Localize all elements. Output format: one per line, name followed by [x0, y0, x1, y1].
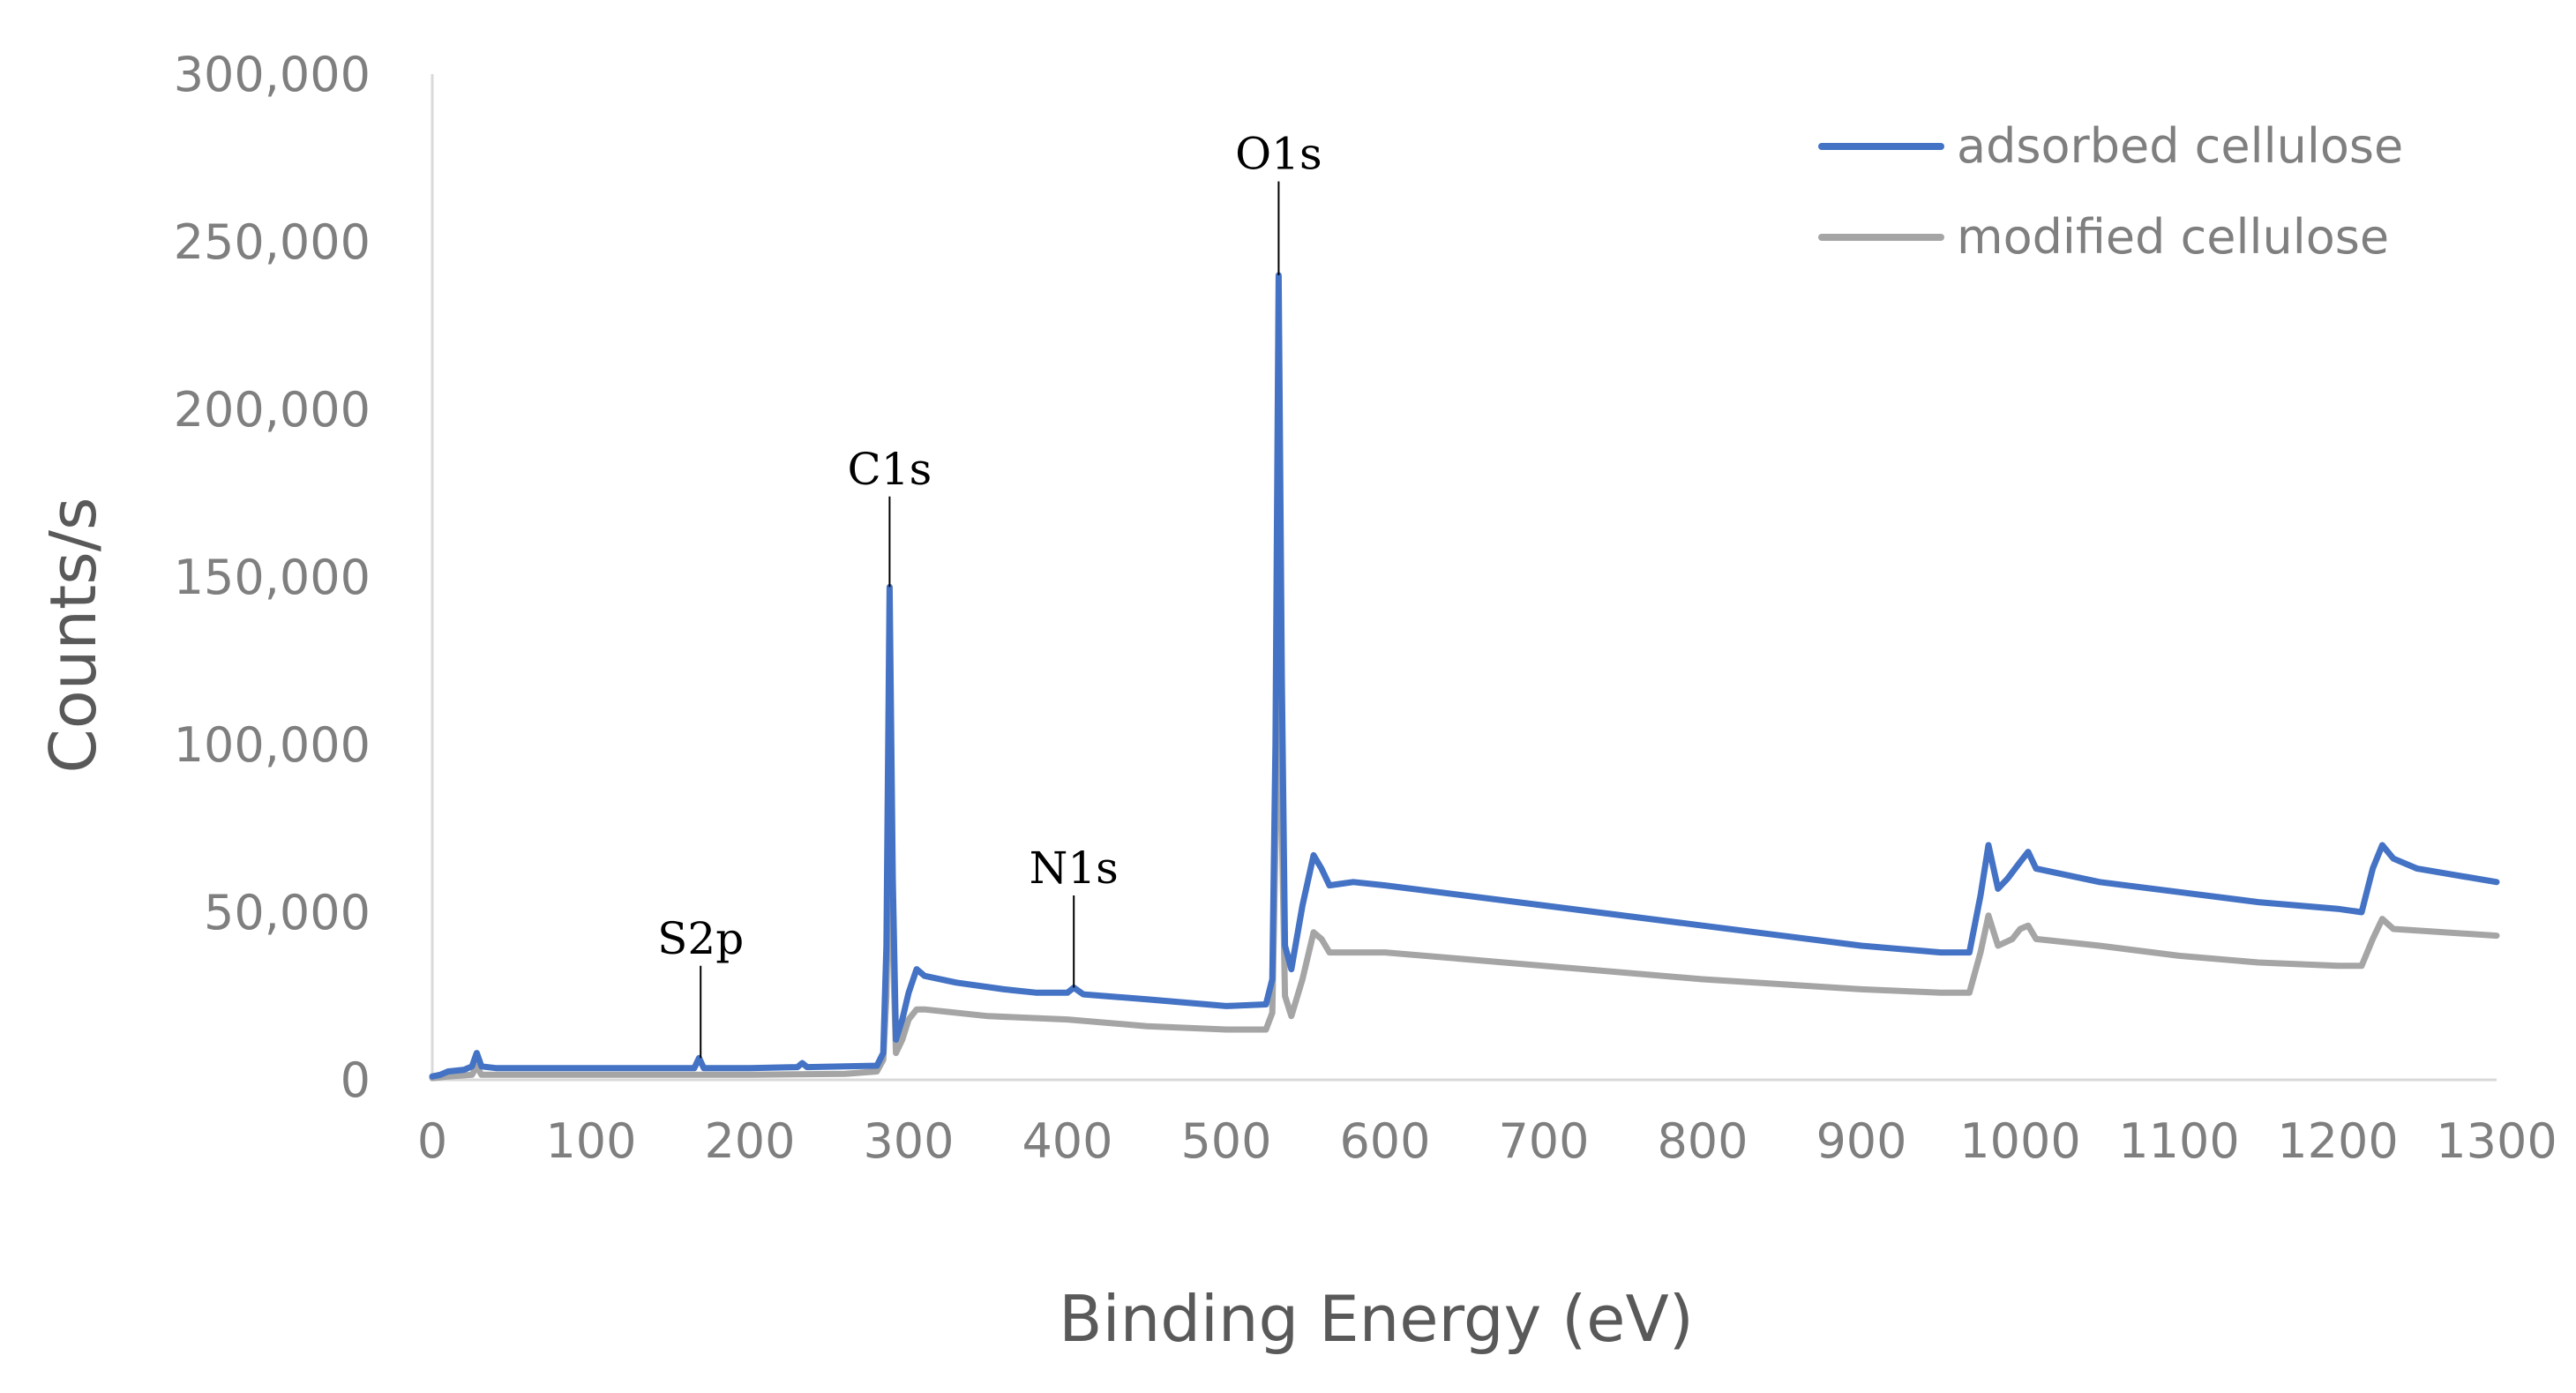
x-tick-label: 100 [545, 1113, 636, 1169]
y-axis-tick-labels: 0 50,000 100,000 150,000 200,000 250,000 300,0… [174, 47, 371, 1108]
x-tick-label: 200 [704, 1113, 795, 1169]
y-tick-label: 250,000 [174, 214, 371, 270]
x-tick-label: 1200 [2277, 1113, 2398, 1169]
peak-label: S2p [657, 913, 744, 964]
x-tick-label: 600 [1339, 1113, 1430, 1169]
legend-label: modified cellulose [1957, 209, 2389, 265]
y-tick-label: 50,000 [204, 885, 371, 940]
x-axis-title: Binding Energy (eV) [1059, 1282, 1694, 1356]
peak-label: O1s [1235, 129, 1322, 180]
series-line-adsorbed-cellulose [429, 272, 2500, 1080]
series-lines [429, 272, 2500, 1082]
y-tick-label: 300,000 [174, 47, 371, 102]
series-line-modified-cellulose [429, 580, 2500, 1082]
x-tick-label: 400 [1022, 1113, 1112, 1169]
x-tick-label: 700 [1498, 1113, 1589, 1169]
peak-label: N1s [1030, 843, 1119, 894]
legend: adsorbed cellulose modified cellulose [1818, 118, 2403, 265]
x-tick-label: 900 [1816, 1113, 1906, 1169]
legend-label: adsorbed cellulose [1957, 118, 2403, 174]
x-tick-label: 300 [863, 1113, 954, 1169]
x-axis-tick-labels: 0 100 200 300 400 500 600 700 800 900 1000 1100 1200… [417, 1113, 2557, 1169]
x-tick-label: 500 [1180, 1113, 1271, 1169]
peak-label: C1s [848, 444, 932, 495]
y-tick-label: 0 [341, 1052, 371, 1108]
x-tick-label: 1300 [2436, 1113, 2557, 1169]
y-tick-label: 100,000 [174, 717, 371, 773]
x-tick-label: 0 [417, 1113, 447, 1169]
x-tick-label: 1100 [2118, 1113, 2239, 1169]
y-tick-label: 150,000 [174, 550, 371, 605]
peak-annotations: S2p C1s N1s O1s [657, 129, 1322, 1059]
y-axis-title: Counts/s [36, 497, 110, 773]
x-tick-label: 1000 [1959, 1113, 2080, 1169]
y-tick-label: 200,000 [174, 382, 371, 438]
x-tick-label: 800 [1657, 1113, 1748, 1169]
